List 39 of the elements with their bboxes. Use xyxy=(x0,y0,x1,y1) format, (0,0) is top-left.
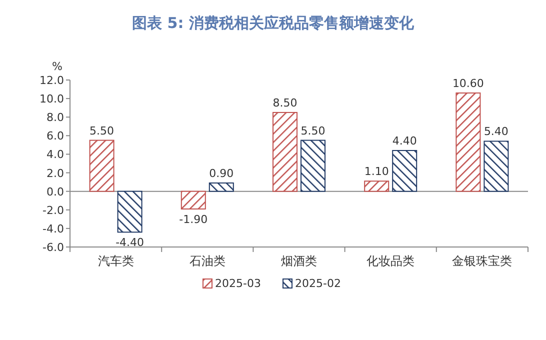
legend-label: 2025-02 xyxy=(295,277,341,290)
y-tick-label: -6.0 xyxy=(42,241,64,254)
y-axis-title: % xyxy=(52,60,62,73)
bar xyxy=(392,150,418,192)
data-label: 0.90 xyxy=(209,166,234,180)
bar xyxy=(117,190,142,233)
data-label: 10.60 xyxy=(452,76,484,90)
bar xyxy=(484,140,509,192)
data-label: 4.40 xyxy=(392,134,417,148)
data-label: 1.10 xyxy=(364,165,389,178)
y-tick-label: 2.0 xyxy=(46,166,64,180)
y-tick-label: 8.0 xyxy=(46,111,64,124)
data-label: 5.40 xyxy=(484,125,508,138)
bar xyxy=(272,112,298,192)
data-label: 8.50 xyxy=(272,96,298,110)
data-label: 5.50 xyxy=(90,124,114,138)
data-label: 5.50 xyxy=(300,124,326,138)
x-tick-label: 金银珠宝类 xyxy=(452,254,512,268)
chart-title: 图表 5: 消费税相关应税品零售额增速变化 xyxy=(132,14,415,32)
data-label: -1.90 xyxy=(179,212,208,226)
x-tick-label: 化妆品类 xyxy=(366,254,415,268)
y-tick-label: 6.0 xyxy=(46,130,64,143)
legend-label: 2025-03 xyxy=(215,277,261,290)
y-tick-label: 0.0 xyxy=(46,185,64,198)
x-tick-label: 石油类 xyxy=(189,254,226,268)
data-label: -4.40 xyxy=(116,236,144,250)
bar xyxy=(300,140,326,192)
y-tick-label: 4.0 xyxy=(46,148,64,162)
y-tick-label: -4.0 xyxy=(42,222,64,236)
y-tick-label: 12.0 xyxy=(40,74,64,87)
x-tick-label: 汽车类 xyxy=(98,254,134,268)
bar xyxy=(456,92,481,192)
y-tick-label: -2.0 xyxy=(42,204,64,217)
bar xyxy=(364,180,390,192)
y-tick-label: 10.0 xyxy=(40,92,64,106)
bar xyxy=(180,190,206,210)
bar xyxy=(89,140,114,192)
x-tick-label: 烟酒类 xyxy=(281,254,317,268)
bar xyxy=(208,182,234,192)
